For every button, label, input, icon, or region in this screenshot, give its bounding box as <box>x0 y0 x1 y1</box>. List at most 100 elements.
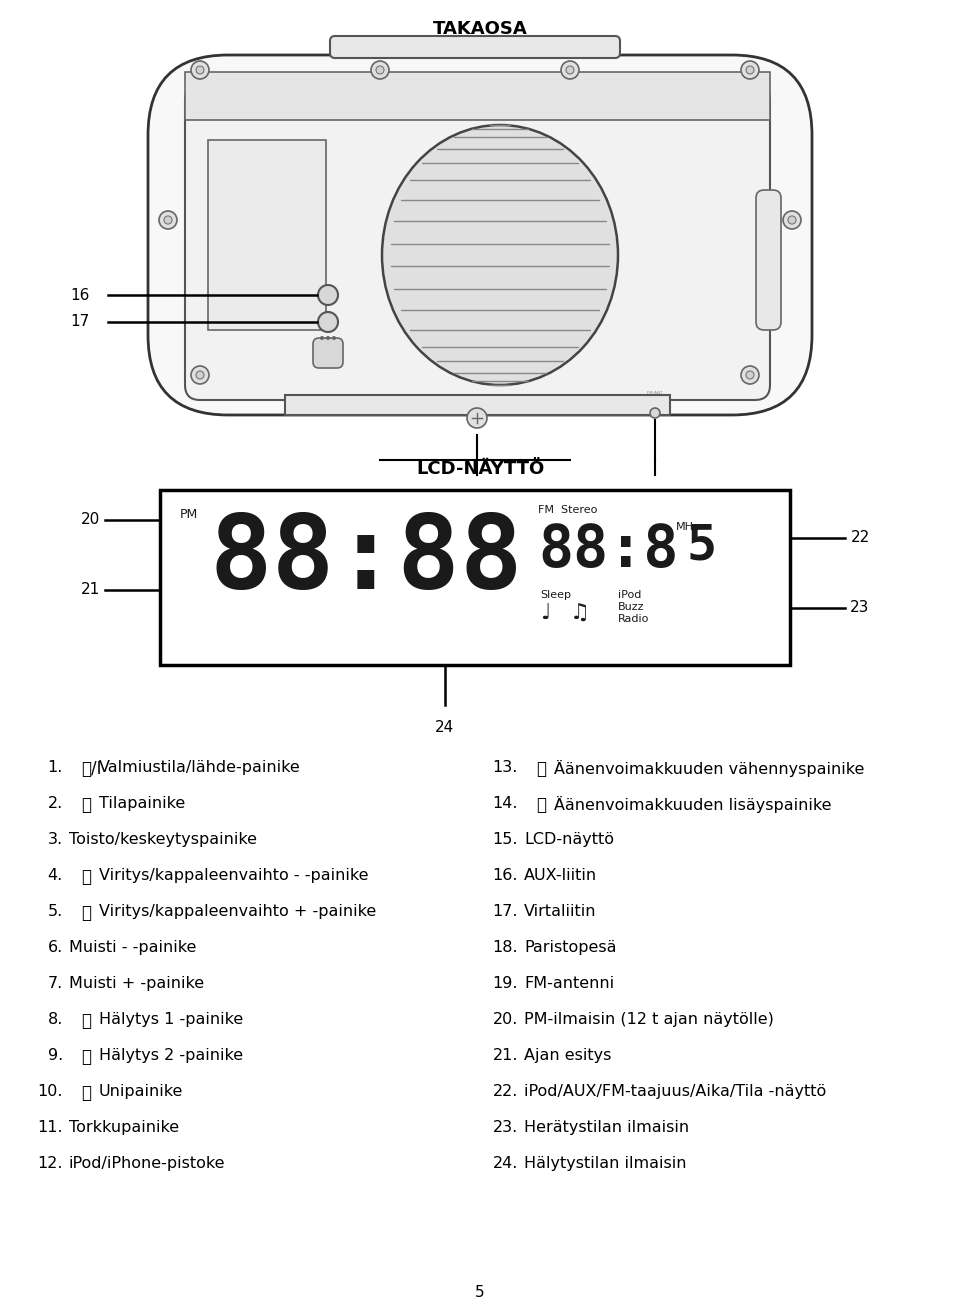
Text: 19: 19 <box>645 490 664 505</box>
Circle shape <box>650 408 660 419</box>
Ellipse shape <box>382 125 618 385</box>
Circle shape <box>467 408 487 428</box>
Text: Valmiustila/lähde-painike: Valmiustila/lähde-painike <box>99 760 300 775</box>
Text: Tilapainike: Tilapainike <box>99 795 185 811</box>
Circle shape <box>746 372 754 379</box>
Text: FM-antenni: FM-antenni <box>524 975 614 991</box>
Text: 5: 5 <box>475 1284 485 1300</box>
Text: 17.: 17. <box>492 904 518 919</box>
Text: FM  Stereo: FM Stereo <box>538 505 597 515</box>
Text: 5.: 5. <box>48 904 63 919</box>
Text: 24.: 24. <box>492 1157 518 1171</box>
Bar <box>160 490 790 665</box>
Text: Herätystilan ilmaisin: Herätystilan ilmaisin <box>524 1120 689 1134</box>
Text: 17: 17 <box>70 314 89 330</box>
Text: Radio: Radio <box>618 614 649 625</box>
Text: Unipainike: Unipainike <box>99 1084 183 1099</box>
Circle shape <box>371 61 389 80</box>
Circle shape <box>159 211 177 230</box>
Text: 21: 21 <box>81 583 100 597</box>
Text: LCD-NÄYTTÖ: LCD-NÄYTTÖ <box>416 460 544 479</box>
Circle shape <box>741 61 759 80</box>
Text: 🏋: 🏋 <box>81 1084 91 1102</box>
Text: 4.: 4. <box>48 868 63 883</box>
Text: ⏩: ⏩ <box>81 904 91 922</box>
Circle shape <box>561 61 579 80</box>
Text: Viritys/kappaleenvaihto + -painike: Viritys/kappaleenvaihto + -painike <box>99 904 376 919</box>
Text: 18.: 18. <box>492 940 518 955</box>
Text: Sleep: Sleep <box>540 589 571 600</box>
FancyBboxPatch shape <box>330 37 620 57</box>
Text: 22.: 22. <box>492 1084 518 1099</box>
Text: 18: 18 <box>468 490 487 505</box>
Bar <box>285 395 670 415</box>
FancyBboxPatch shape <box>756 190 781 330</box>
Text: Muisti - -painike: Muisti - -painike <box>69 940 197 955</box>
Text: 23.: 23. <box>492 1120 518 1134</box>
Text: 9.: 9. <box>48 1048 63 1063</box>
Text: 88:8: 88:8 <box>538 522 679 579</box>
Circle shape <box>164 216 172 224</box>
Circle shape <box>196 67 204 74</box>
Text: 14.: 14. <box>492 795 518 811</box>
Text: Hälytystilan ilmaisin: Hälytystilan ilmaisin <box>524 1157 686 1171</box>
FancyBboxPatch shape <box>313 338 343 368</box>
Text: Muisti + -painike: Muisti + -painike <box>69 975 204 991</box>
Text: iPod/iPhone-pistoke: iPod/iPhone-pistoke <box>69 1157 226 1171</box>
Circle shape <box>783 211 801 230</box>
Text: PM: PM <box>180 509 199 522</box>
Text: 5: 5 <box>686 522 716 570</box>
Text: 3.: 3. <box>48 832 63 848</box>
Text: Äänenvoimakkuuden lisäyspainike: Äänenvoimakkuuden lisäyspainike <box>554 795 831 812</box>
Text: 16.: 16. <box>492 868 518 883</box>
Text: ⏲: ⏲ <box>81 795 91 814</box>
Text: Toisto/keskeytyspainike: Toisto/keskeytyspainike <box>69 832 257 848</box>
Text: 🔊: 🔊 <box>536 795 546 814</box>
Text: Äänenvoimakkuuden vähennyspainike: Äänenvoimakkuuden vähennyspainike <box>554 760 864 777</box>
Text: ⏪: ⏪ <box>81 868 91 885</box>
Circle shape <box>191 366 209 383</box>
Circle shape <box>320 336 324 340</box>
Text: 21.: 21. <box>492 1048 518 1063</box>
Text: iPod: iPod <box>618 589 641 600</box>
Text: LCD-näyttö: LCD-näyttö <box>524 832 614 848</box>
Text: 8.: 8. <box>48 1012 63 1028</box>
Text: 11.: 11. <box>37 1120 63 1134</box>
Circle shape <box>376 67 384 74</box>
Circle shape <box>788 216 796 224</box>
Text: Paristopesä: Paristopesä <box>524 940 616 955</box>
Circle shape <box>318 286 338 305</box>
Circle shape <box>191 61 209 80</box>
Text: 10.: 10. <box>37 1084 63 1099</box>
Circle shape <box>746 67 754 74</box>
Text: 16: 16 <box>70 287 89 303</box>
Text: ⏻/I: ⏻/I <box>81 760 102 778</box>
Bar <box>208 140 326 330</box>
Text: 20: 20 <box>81 512 100 528</box>
Text: 88:88: 88:88 <box>210 510 524 610</box>
Circle shape <box>566 67 574 74</box>
Text: Buzz: Buzz <box>618 602 644 612</box>
Text: iPod/AUX/FM-taajuus/Aika/Tila -näyttö: iPod/AUX/FM-taajuus/Aika/Tila -näyttö <box>524 1084 827 1099</box>
Text: Hälytys 1 -painike: Hälytys 1 -painike <box>99 1012 243 1028</box>
FancyBboxPatch shape <box>185 85 770 400</box>
Circle shape <box>741 366 759 383</box>
Text: PM-ilmaisin (12 t ajan näytölle): PM-ilmaisin (12 t ajan näytölle) <box>524 1012 774 1028</box>
Circle shape <box>318 312 338 333</box>
Text: Viritys/kappaleenvaihto - -painike: Viritys/kappaleenvaihto - -painike <box>99 868 369 883</box>
Text: ♫: ♫ <box>570 602 590 623</box>
Text: 23: 23 <box>851 601 870 615</box>
Text: 🔈: 🔈 <box>536 760 546 778</box>
Circle shape <box>332 336 336 340</box>
Text: 24: 24 <box>436 720 455 735</box>
Text: AUX-liitin: AUX-liitin <box>524 868 597 883</box>
Text: 6.: 6. <box>48 940 63 955</box>
Text: 🔔: 🔔 <box>81 1048 91 1065</box>
Text: MHz: MHz <box>676 522 700 532</box>
Bar <box>185 72 770 120</box>
Text: 19.: 19. <box>492 975 518 991</box>
Text: 13.: 13. <box>492 760 518 775</box>
Text: 1.: 1. <box>48 760 63 775</box>
FancyBboxPatch shape <box>148 55 812 415</box>
Text: ♩: ♩ <box>540 602 550 623</box>
